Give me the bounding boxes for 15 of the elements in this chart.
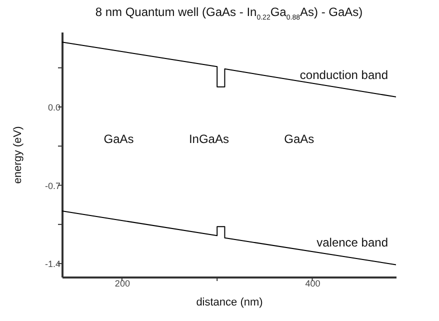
x-tick-label: 400 xyxy=(305,278,320,288)
chart-title: 8 nm Quantum well (GaAs - In$_{0.22}$Ga$_{0.88}$As) - GaAs) xyxy=(94,5,364,22)
line-series xyxy=(62,42,396,98)
y-axis-title: energy (eV) xyxy=(12,126,24,184)
y-tick-label: -0.7 xyxy=(44,180,60,191)
annotation: InGaAs xyxy=(188,132,229,146)
y-tick-label: -1.4 xyxy=(44,259,60,270)
series-label: valence band xyxy=(316,236,388,250)
annotation: GaAs xyxy=(284,132,314,146)
line-series xyxy=(62,210,396,266)
x-axis-title: distance (nm) xyxy=(196,296,263,308)
x-tick-label: 200 xyxy=(114,278,130,288)
series-label: conduction band xyxy=(300,68,388,82)
annotation: GaAs xyxy=(104,132,134,146)
y-tick-label: 0.0 xyxy=(48,102,60,112)
